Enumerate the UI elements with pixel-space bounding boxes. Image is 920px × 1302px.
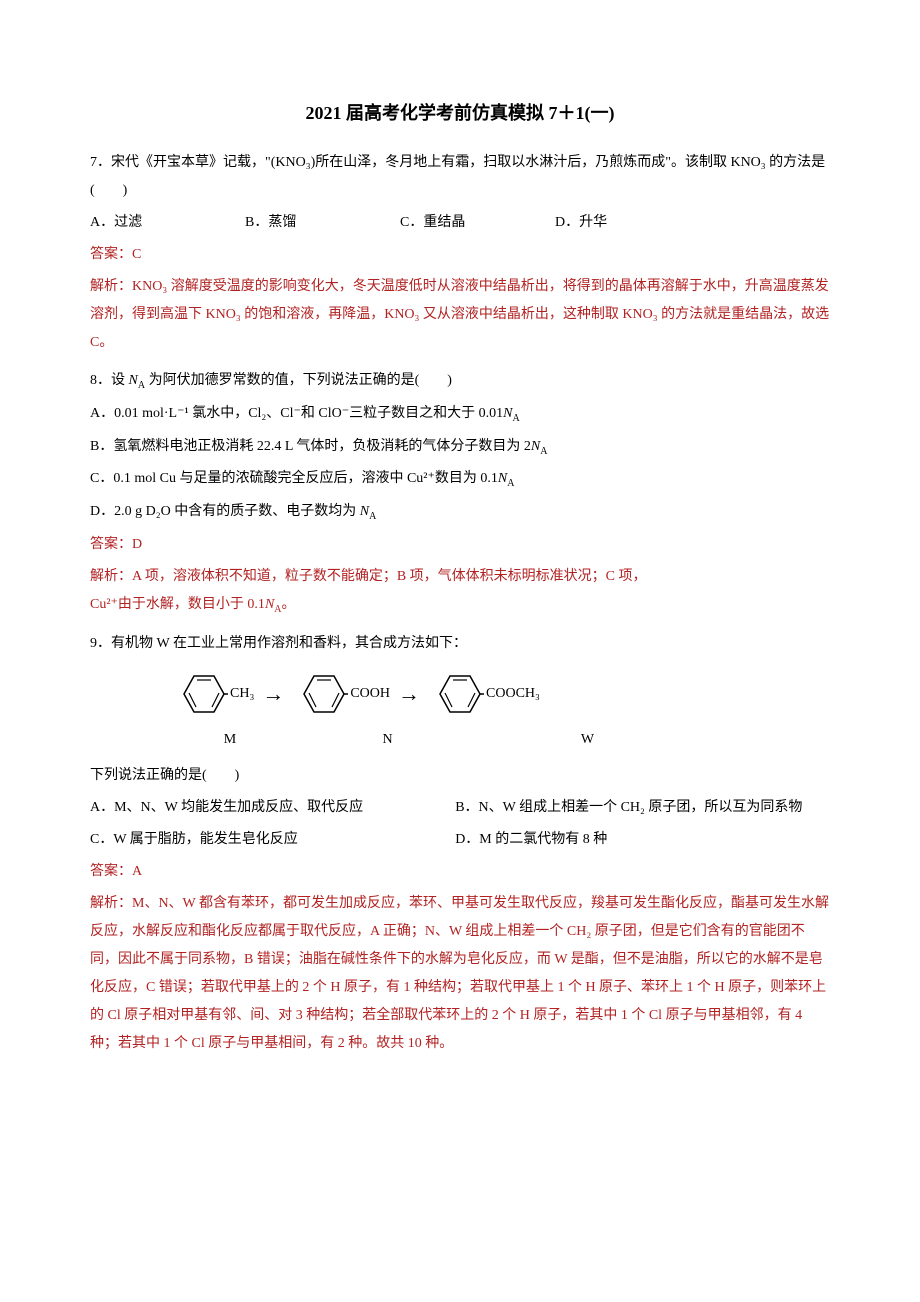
benzene-icon-w [426,668,484,720]
q7-option-b: B．蒸馏 [245,209,390,237]
q8-text: 8．设 NA 为阿伏加德罗常数的值，下列说法正确的是( ) [90,367,830,396]
q8-optb-text: B．氢氧燃料电池正极消耗 22.4 L 气体时，负极消耗的气体分子数目为 2 [90,439,531,454]
q8-exp-na: N [265,597,274,612]
arrow-icon-1: → [262,672,284,716]
q8-exp-p1: 解析：A 项，溶液体积不知道，粒子数不能确定；B 项，气体体积未标明标准状况；C… [90,569,647,584]
label-n: N [290,726,485,754]
q9-option-c: C．W 属于脂肪，能发生皂化反应 [90,826,445,854]
q9-answer: 答案：A [90,858,830,886]
label-w: W [485,726,690,754]
q9-diagram: CH₃ → COOH → COOCH₃ [90,668,830,720]
q8-opta-na: N [503,406,512,421]
q8-option-b: B．氢氧燃料电池正极消耗 22.4 L 气体时，负极消耗的气体分子数目为 2NA [90,433,830,462]
q8-opta-sub: A [513,413,520,424]
q7-explanation: 解析：KNO₃ 溶解度受温度的影响变化大，冬天温度低时从溶液中结晶析出，将得到的… [90,273,830,357]
q7-text: 7．宋代《开宝本草》记载，"(KNO₃)所在山泽，冬月地上有霜，扫取以水淋汁后，… [90,149,830,205]
q8-na-symbol: N [129,373,138,388]
q9-option-d: D．M 的二氯代物有 8 种 [455,826,810,854]
q8-optd-na: N [360,504,369,519]
q9-text: 9．有机物 W 在工业上常用作溶剂和香料，其合成方法如下： [90,630,830,658]
question-9: 9．有机物 W 在工业上常用作溶剂和香料，其合成方法如下： CH₃ → COO [90,630,830,1058]
q7-option-d: D．升华 [555,209,700,237]
mol-w-label: COOCH₃ [486,680,540,708]
q8-optc-na: N [498,471,507,486]
q9-explanation: 解析：M、N、W 都含有苯环，都可发生加成反应，苯环、甲基可发生取代反应，羧基可… [90,890,830,1058]
q8-exp-sub: A [274,604,281,615]
q7-options: A．过滤 B．蒸馏 C．重结晶 D．升华 [90,209,830,237]
q8-optd-sub: A [369,511,376,522]
q8-optc-text: C．0.1 mol Cu 与足量的浓硫酸完全反应后，溶液中 Cu²⁺数目为 0.… [90,471,498,486]
q8-opta-text: A．0.01 mol·L⁻¹ 氯水中，Cl₂、Cl⁻和 ClO⁻三粒子数目之和大… [90,406,503,421]
document-title: 2021 届高考化学考前仿真模拟 7＋1(一) [90,95,830,131]
q8-optb-na: N [531,439,540,454]
q8-intro2: 为阿伏加德罗常数的值，下列说法正确的是( ) [145,373,452,388]
label-m: M [170,726,290,754]
mol-m-label: CH₃ [230,680,254,708]
q7-answer: 答案：C [90,241,830,269]
arrow-icon-2: → [398,672,420,716]
q8-na-sub: A [138,380,145,391]
benzene-icon-n [290,668,348,720]
question-7: 7．宋代《开宝本草》记载，"(KNO₃)所在山泽，冬月地上有霜，扫取以水淋汁后，… [90,149,830,357]
q8-optb-sub: A [540,445,547,456]
q8-option-a: A．0.01 mol·L⁻¹ 氯水中，Cl₂、Cl⁻和 ClO⁻三粒子数目之和大… [90,400,830,429]
q9-diagram-labels: M N W [90,726,830,754]
q9-option-b: B．N、W 组成上相差一个 CH₂ 原子团，所以互为同系物 [455,794,810,822]
q9-options-row2: C．W 属于脂肪，能发生皂化反应 D．M 的二氯代物有 8 种 [90,826,830,854]
q8-exp-p2: Cu²⁺由于水解，数目小于 0.1 [90,597,265,612]
question-8: 8．设 NA 为阿伏加德罗常数的值，下列说法正确的是( ) A．0.01 mol… [90,367,830,620]
q8-answer: 答案：D [90,531,830,559]
q8-explanation: 解析：A 项，溶液体积不知道，粒子数不能确定；B 项，气体体积未标明标准状况；C… [90,563,830,620]
q9-subtext: 下列说法正确的是( ) [90,762,830,790]
q8-option-c: C．0.1 mol Cu 与足量的浓硫酸完全反应后，溶液中 Cu²⁺数目为 0.… [90,465,830,494]
q7-option-c: C．重结晶 [400,209,545,237]
q8-optc-sub: A [507,478,514,489]
q8-optd-text: D．2.0 g D₂O 中含有的质子数、电子数均为 [90,504,360,519]
q7-option-a: A．过滤 [90,209,235,237]
q8-intro: 8．设 [90,373,129,388]
benzene-icon-m [170,668,228,720]
mol-n-label: COOH [350,680,390,708]
q9-option-a: A．M、N、W 均能发生加成反应、取代反应 [90,794,445,822]
q9-options-row1: A．M、N、W 均能发生加成反应、取代反应 B．N、W 组成上相差一个 CH₂ … [90,794,830,822]
q8-option-d: D．2.0 g D₂O 中含有的质子数、电子数均为 NA [90,498,830,527]
